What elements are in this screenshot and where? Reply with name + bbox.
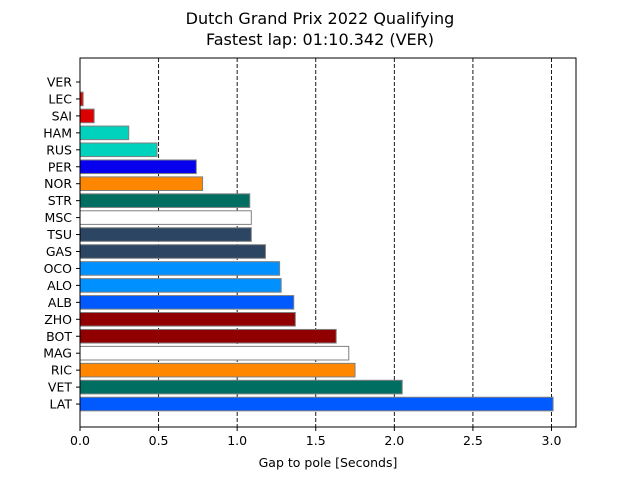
bar-msc [79,210,252,225]
x-axis-ticks: 0.0 0.5 1.0 1.5 2.0 2.5 3.0 [70,427,561,448]
y-tick-label-str: STR [48,193,73,208]
bars [79,91,554,412]
y-tick-label-mag: MAG [43,346,72,361]
bar-rus [79,142,158,158]
y-tick-label-lat: LAT [50,397,73,412]
y-tick-label-alb: ALB [48,295,72,310]
bar-nor [79,176,204,191]
y-tick-label-lec: LEC [48,91,72,106]
bar-vet [79,379,403,395]
chart-title: Dutch Grand Prix 2022 Qualifying [186,9,455,28]
bar-str [79,193,251,208]
bar-alb [79,295,295,310]
y-tick-label-tsu: TSU [46,227,72,242]
bar-gas [79,244,266,259]
y-tick-label-zho: ZHO [44,312,72,327]
bar-oco [79,261,281,276]
bar-zho [79,312,296,327]
y-tick-label-rus: RUS [46,142,72,157]
y-tick-label-nor: NOR [44,176,72,191]
y-tick-label-bot: BOT [46,329,72,344]
y-tick-label-sai: SAI [52,108,72,123]
bar-bot [79,328,337,344]
x-tick-label: 3.0 [542,433,562,448]
y-tick-label-alo: ALO [47,278,72,293]
chart-subtitle: Fastest lap: 01:10.342 (VER) [206,30,434,49]
bar-mag [79,345,350,361]
y-tick-label-vet: VET [48,380,72,395]
x-tick-label: 0.5 [149,433,169,448]
y-tick-label-per: PER [48,159,72,174]
bar-tsu [79,227,252,242]
x-axis-label: Gap to pole [Seconds] [259,455,398,470]
bar-lat [79,396,554,412]
y-tick-label-gas: GAS [46,244,72,259]
y-tick-label-oco: OCO [44,261,73,276]
x-tick-label: 1.0 [227,433,247,448]
x-tick-label: 2.0 [384,433,404,448]
x-tick-label: 0.0 [70,433,90,448]
y-tick-label-ver: VER [47,75,72,90]
bar-ric [79,362,356,378]
x-tick-label: 1.5 [306,433,326,448]
y-tick-label-ric: RIC [51,363,72,378]
bar-ham [79,125,130,141]
x-tick-label: 2.5 [463,433,483,448]
y-tick-label-ham: HAM [43,125,72,140]
bar-per [79,159,197,175]
bar-alo [79,278,282,293]
bar-sai [79,108,95,124]
y-tick-label-msc: MSC [45,210,73,225]
plot-frame [79,57,577,428]
